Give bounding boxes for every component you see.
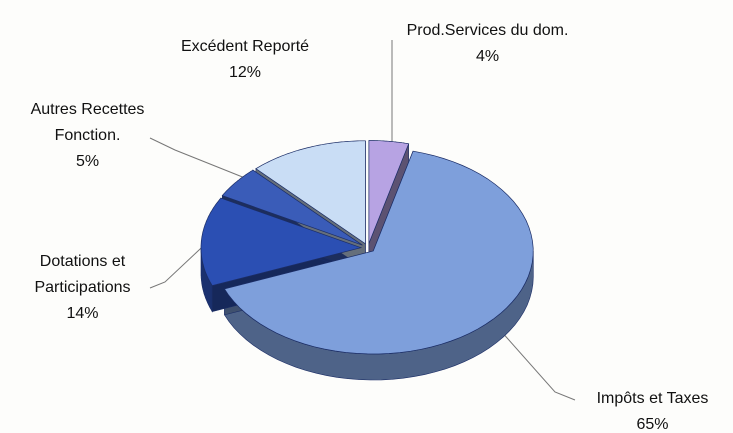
leader-line (499, 329, 576, 401)
category-name: Prod.Services du dom. (406, 22, 569, 39)
leader-line (149, 137, 251, 181)
value-label: 65% (636, 416, 669, 433)
slice (255, 140, 366, 245)
slice-tops (200, 140, 534, 355)
leader-line (149, 234, 216, 289)
slice-label: Excédent Reporté 12% (150, 34, 340, 86)
value-label: 12% (228, 64, 262, 81)
slice-label: Autres Recettes Fonction. 5% (5, 97, 170, 175)
slice-label: Prod.Services du dom. 4% (400, 18, 575, 70)
slice (368, 140, 410, 244)
slice (200, 197, 363, 287)
value-label: 14% (66, 305, 99, 322)
slice (221, 169, 363, 246)
value-label: 5% (75, 153, 100, 170)
category-name: Dotations et Participations (34, 253, 131, 296)
value-label: 4% (475, 48, 500, 65)
slice-label: Impôts et Taxes 65% (565, 386, 733, 433)
category-name: Impôts et Taxes (596, 390, 709, 407)
category-name: Excédent Reporté (180, 38, 310, 55)
slice (223, 150, 534, 355)
category-name: Autres Recettes Fonction. (30, 101, 145, 144)
slice-label: Dotations et Participations 14% (5, 249, 160, 327)
